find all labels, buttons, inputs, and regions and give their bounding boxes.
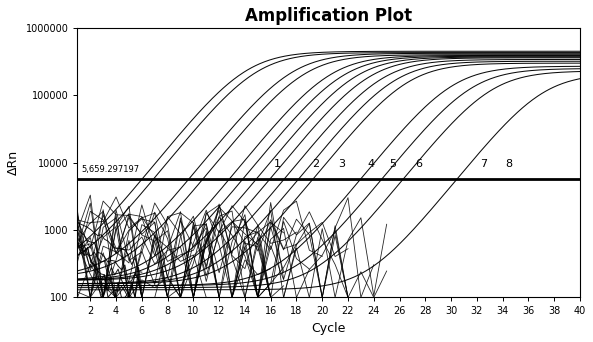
Text: 5,659.297197: 5,659.297197 bbox=[81, 166, 139, 174]
Text: 7: 7 bbox=[480, 159, 487, 169]
X-axis label: Cycle: Cycle bbox=[311, 322, 346, 335]
Title: Amplification Plot: Amplification Plot bbox=[245, 7, 412, 25]
Text: 5: 5 bbox=[390, 159, 397, 169]
Text: 1: 1 bbox=[273, 159, 280, 169]
Text: 2: 2 bbox=[313, 159, 320, 169]
Text: 3: 3 bbox=[338, 159, 345, 169]
Text: 8: 8 bbox=[505, 159, 512, 169]
Text: 6: 6 bbox=[415, 159, 422, 169]
Text: 4: 4 bbox=[368, 159, 375, 169]
Y-axis label: ΔRn: ΔRn bbox=[7, 150, 20, 175]
